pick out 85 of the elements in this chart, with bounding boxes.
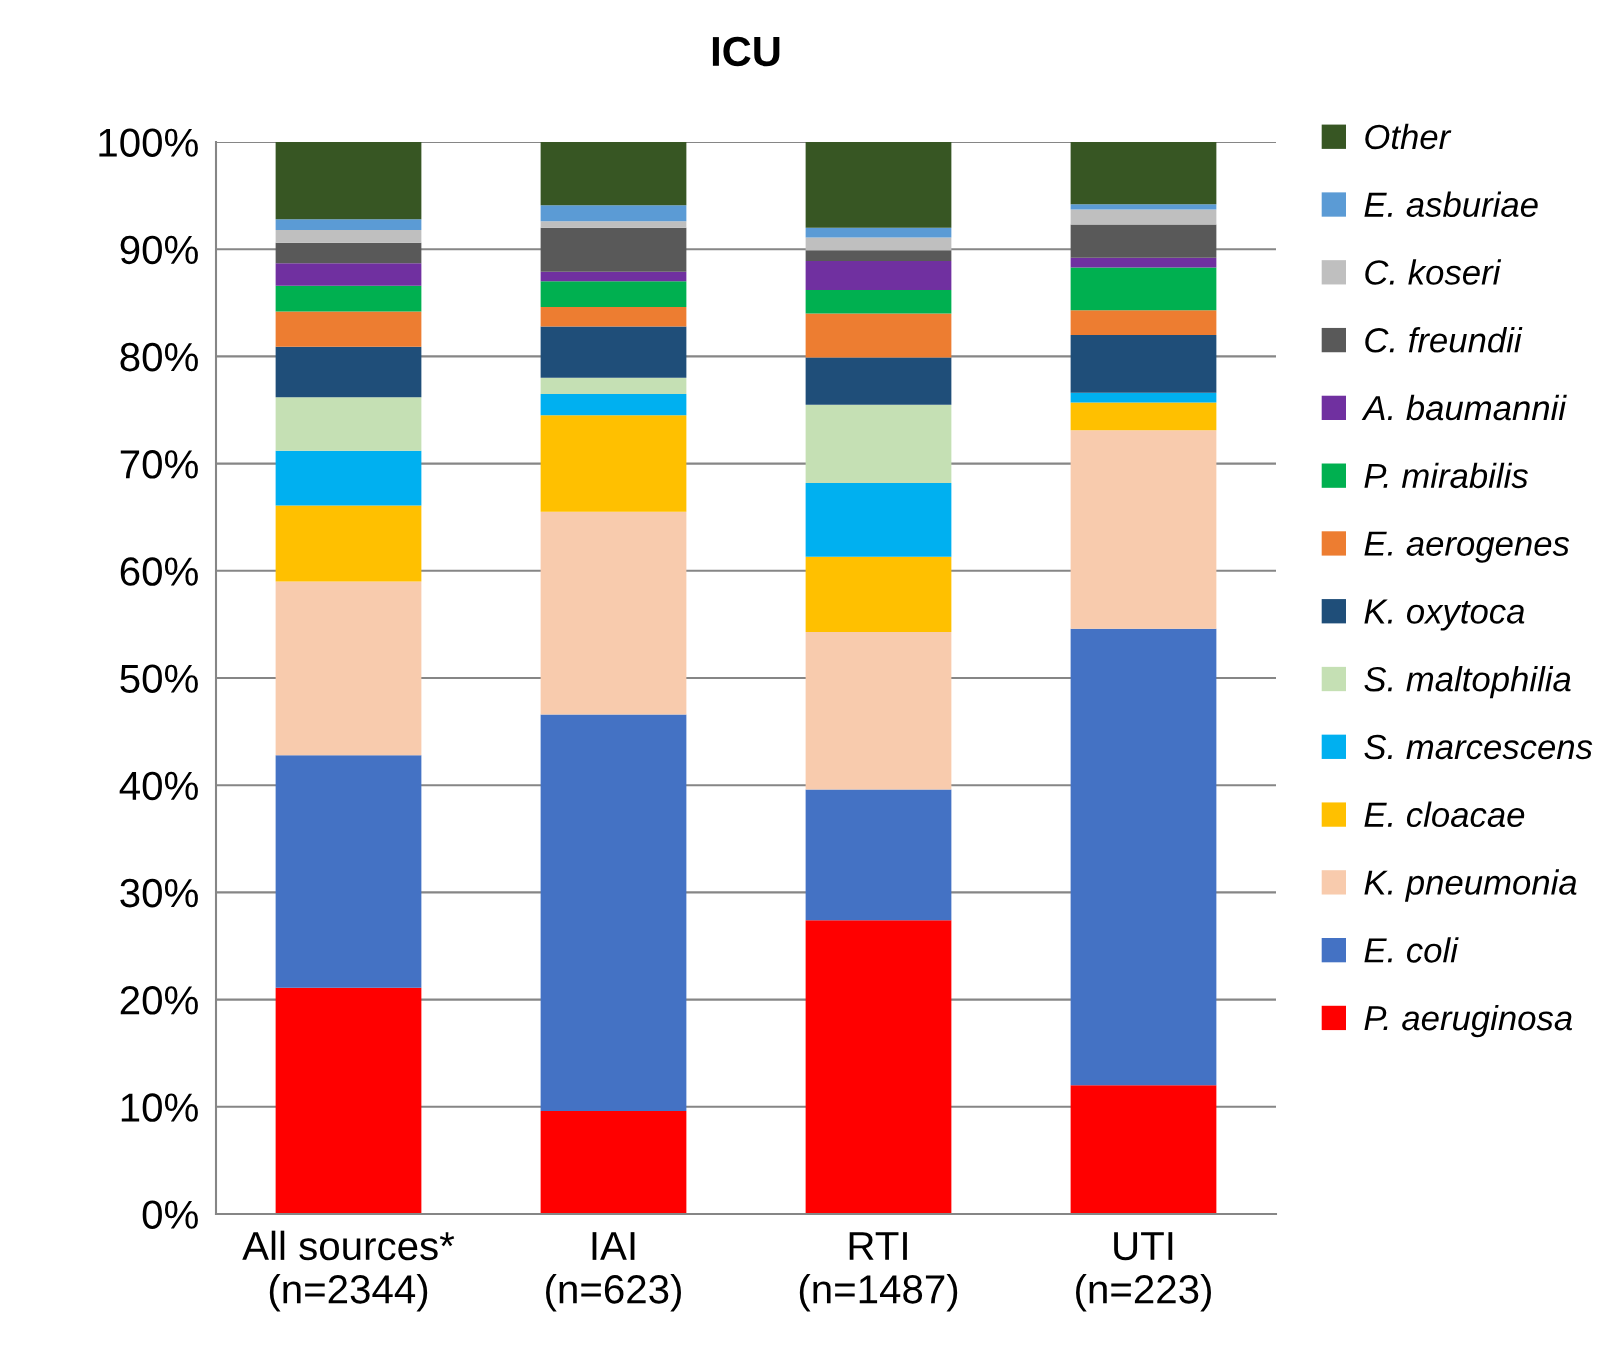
bar: [805, 482, 952, 557]
bar: [805, 260, 952, 290]
bar: [1070, 257, 1217, 268]
y-tick-label: 80%: [120, 342, 198, 372]
bar: [1070, 310, 1217, 335]
bar: [540, 326, 687, 378]
bar: [540, 377, 687, 394]
bar: [805, 404, 952, 483]
bar: [540, 714, 687, 1112]
legend-label: E. cloacae: [1364, 801, 1525, 828]
bar: [1070, 204, 1217, 210]
bar: [540, 221, 687, 228]
bar: [805, 237, 952, 251]
bar: [1070, 209, 1217, 225]
bar: [805, 631, 952, 790]
legend-label: P. mirabilis: [1364, 462, 1528, 489]
bar: [275, 505, 422, 582]
y-tick-label: 60%: [120, 557, 198, 586]
legend-label: C. koseri: [1365, 259, 1502, 285]
bar: [275, 450, 422, 506]
bar: [540, 271, 687, 282]
y-tick-label: 20%: [120, 986, 198, 1015]
bar: [540, 281, 687, 308]
y-tick-label: 100%: [99, 128, 198, 157]
legend-label: Other: [1365, 123, 1452, 150]
y-tick-label: 90%: [120, 235, 198, 265]
legend-label: K. pneumonia: [1364, 869, 1577, 902]
bar: [540, 205, 687, 222]
bar: [805, 357, 952, 405]
x-tick-label: UTI (n=223): [1076, 1232, 1211, 1312]
legend-label: S. maltophilia: [1364, 666, 1571, 699]
bar: [805, 250, 952, 261]
legend-label: E. coli: [1364, 937, 1459, 963]
bar: [1070, 142, 1217, 205]
bar: [1070, 267, 1217, 311]
y-tick-label: 50%: [120, 664, 198, 693]
bar: [275, 242, 422, 264]
bar: [540, 511, 687, 715]
bar: [540, 415, 687, 512]
chart-title: ICU: [712, 36, 780, 67]
bar: [275, 581, 422, 756]
bar: [1070, 224, 1217, 258]
bar: [1070, 402, 1217, 431]
bar: [540, 393, 687, 416]
x-tick-label: All sources* (n=2344): [242, 1230, 455, 1312]
bar: [275, 285, 422, 312]
bar: [540, 227, 687, 272]
y-tick-label: 70%: [120, 450, 198, 479]
bar: [275, 987, 422, 1214]
bar: [275, 311, 422, 347]
legend-label: C. freundii: [1365, 327, 1523, 353]
bar: [1070, 392, 1217, 403]
bar: [1070, 334, 1217, 393]
bar: [275, 263, 422, 286]
bar: [805, 142, 952, 228]
legend-label: E. asburiae: [1364, 191, 1538, 218]
y-tick-label: 0%: [142, 1200, 198, 1229]
legend-label: E. aerogenes: [1364, 531, 1570, 563]
bar: [805, 556, 952, 632]
bar: [275, 346, 422, 398]
bar: [1070, 628, 1217, 1086]
y-tick-label: 30%: [120, 878, 198, 908]
x-tick-label: RTI (n=1487): [799, 1232, 958, 1312]
bar: [275, 142, 422, 220]
bar: [275, 755, 422, 988]
bar: [275, 397, 422, 451]
legend-label: A. baumannii: [1361, 394, 1567, 421]
bar: [805, 289, 952, 314]
legend-label: S. marcescens: [1364, 734, 1593, 760]
legend-label: P. aeruginosa: [1364, 1004, 1572, 1038]
bar: [1070, 1085, 1217, 1214]
bar: [805, 789, 952, 921]
y-tick-label: 40%: [119, 771, 198, 801]
y-tick-label: 10%: [121, 1093, 198, 1122]
legend-label: K. oxytoca: [1364, 599, 1525, 631]
bar: [540, 307, 687, 327]
bar: [1070, 430, 1217, 629]
bar: [805, 313, 952, 358]
bar: [805, 920, 952, 1214]
bar: [275, 229, 422, 243]
bar: [805, 227, 952, 238]
bar: [540, 1111, 687, 1214]
x-tick-label: IAI (n=623): [546, 1232, 681, 1312]
bar: [275, 219, 422, 230]
bar: [540, 142, 687, 206]
